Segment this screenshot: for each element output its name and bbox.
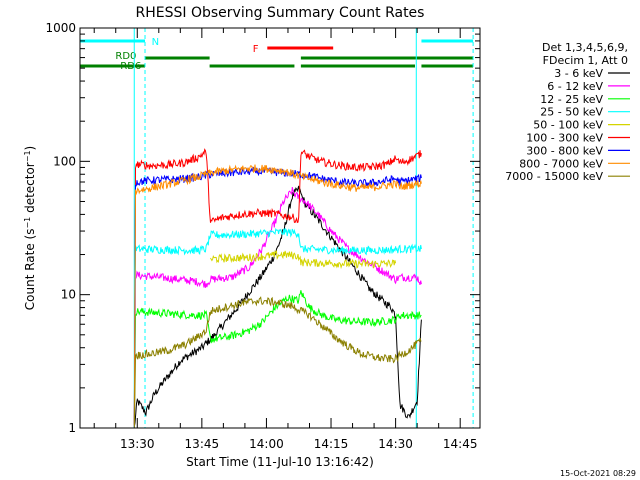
y-tick-label: 100 — [53, 154, 76, 168]
legend-entry-label: 3 - 6 keV — [554, 67, 603, 80]
series-line — [133, 290, 422, 425]
x-tick-label: 14:45 — [443, 437, 478, 451]
x-axis-label: Start Time (11-Jul-10 13:16:42) — [186, 455, 374, 469]
vertical-marker-lines — [133, 28, 474, 428]
legend-entry-label: 800 - 7000 keV — [519, 157, 603, 170]
legend-entry-label: 300 - 800 keV — [526, 144, 603, 157]
series-lines — [133, 148, 422, 428]
y-tick-label: 1000 — [45, 21, 76, 35]
legend-entry-label: 50 - 100 keV — [533, 119, 603, 132]
legend-entry-label: 12 - 25 keV — [540, 93, 603, 106]
flag-bar-label: N — [152, 37, 159, 48]
series-line — [133, 296, 422, 428]
x-axis: 13:30 13:45 14:00 14:15 14:30 14:45 — [93, 28, 478, 451]
legend-entry-label: 7000 - 15000 keV — [505, 170, 603, 183]
legend-header-line-1: Det 1,3,4,5,6,9, — [542, 41, 628, 54]
y-tick-label: 10 — [61, 288, 76, 302]
series-line — [210, 249, 397, 270]
series-line — [133, 227, 422, 428]
x-tick-label: 14:30 — [378, 437, 413, 451]
flag-bar-label: RD6 — [120, 61, 141, 72]
series-line — [133, 164, 422, 427]
series-line — [133, 185, 422, 427]
chart-title: RHESSI Observing Summary Count Rates — [136, 5, 425, 21]
legend-entry-label: 25 - 50 keV — [540, 106, 603, 119]
flag-bar-label: RD0 — [115, 51, 136, 62]
x-tick-label: 14:00 — [249, 437, 284, 451]
y-axis: 1 10 100 1000 — [45, 21, 480, 435]
legend-header-line-2: FDecim 1, Att 0 — [543, 54, 628, 67]
legend-entry-label: 100 - 300 keV — [526, 132, 603, 145]
series-line — [133, 148, 422, 425]
legend-entry-label: 6 - 12 keV — [547, 80, 603, 93]
footer-timestamp: 15-Oct-2021 08:29 — [560, 469, 636, 478]
y-tick-label: 1 — [68, 421, 76, 435]
plot-frame — [79, 27, 481, 429]
y-axis-label: Count Rate (s−1 detector−1) — [23, 146, 38, 310]
legend: Det 1,3,4,5,6,9, FDecim 1, Att 0 3 - 6 k… — [505, 41, 630, 183]
x-tick-label: 14:15 — [314, 437, 349, 451]
x-tick-label: 13:45 — [185, 437, 220, 451]
flag-bar-label: F — [253, 44, 259, 55]
x-tick-label: 13:30 — [120, 437, 155, 451]
